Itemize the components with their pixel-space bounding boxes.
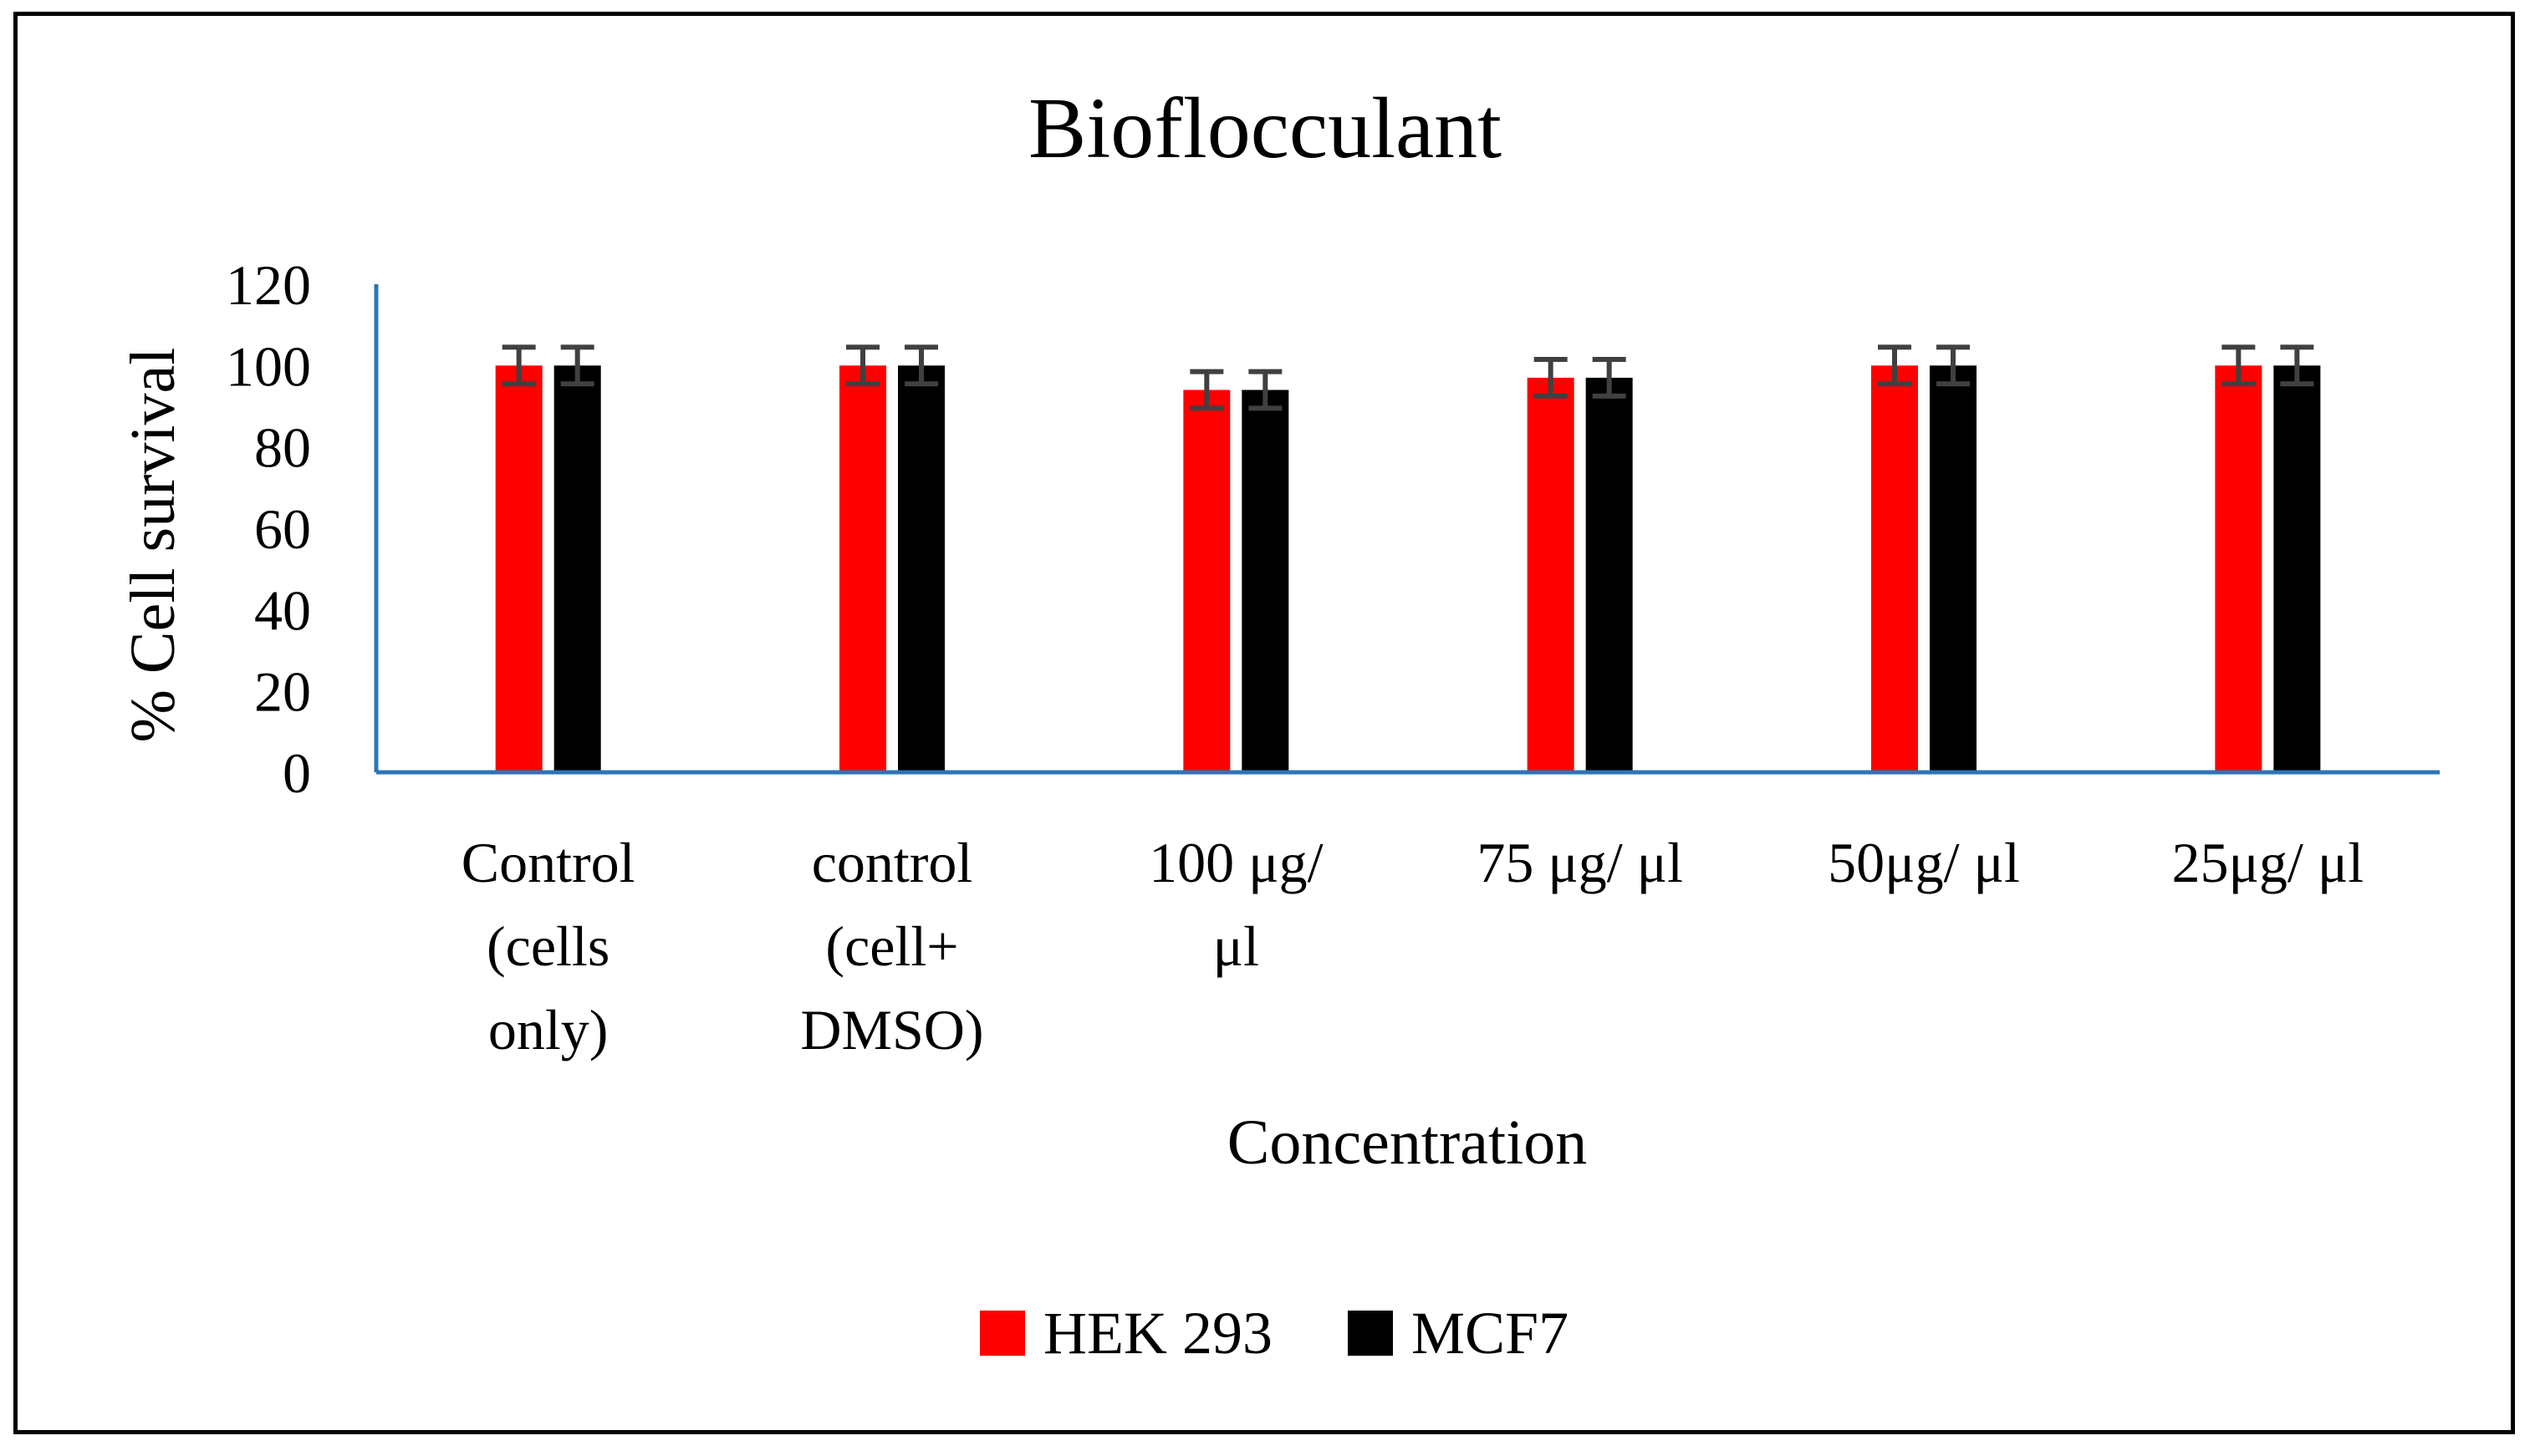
x-tick-label-line: 75 μg/ μl	[1477, 831, 1683, 894]
legend: HEK 293 MCF7	[980, 1300, 1568, 1367]
x-tick-label-line: only)	[488, 998, 609, 1061]
x-tick-label-line: 50μg/ μl	[1828, 831, 2020, 894]
bar-mcf7	[553, 365, 601, 772]
bar-mcf7	[2273, 365, 2321, 772]
x-tick-label-line: (cells	[487, 914, 610, 978]
x-tick-labels: Control (cells only) control (cell+ DMSO) 100 …	[462, 831, 2364, 1061]
y-tick-label: 60	[254, 497, 311, 561]
x-tick-label: 25μg/ μl	[2171, 831, 2364, 894]
error-bar	[1592, 357, 1626, 399]
bar-mcf7	[898, 365, 945, 772]
x-tick-label: Control (cells only)	[462, 831, 635, 1061]
error-bars	[502, 344, 2314, 411]
y-axis-label: % Cell survival	[118, 348, 188, 743]
x-tick-label-line: DMSO)	[800, 998, 983, 1061]
error-bar	[502, 344, 536, 387]
x-tick-label: 50μg/ μl	[1828, 831, 2020, 894]
y-tick-label: 80	[254, 416, 311, 480]
error-bar	[1533, 357, 1568, 399]
y-tick-label: 40	[254, 578, 311, 642]
legend-item: MCF7	[1348, 1300, 1568, 1367]
y-tick-label: 100	[226, 334, 311, 398]
error-bar	[1878, 344, 1911, 387]
error-bar	[1248, 369, 1283, 411]
legend-swatch	[980, 1311, 1025, 1356]
legend-item: HEK 293	[980, 1300, 1273, 1367]
bars	[495, 365, 2321, 772]
error-bar	[846, 344, 880, 387]
error-bar	[560, 344, 594, 387]
bar-mcf7	[1585, 377, 1633, 772]
chart-title: Bioflocculant	[1028, 80, 1502, 176]
bar-hek-293	[2215, 365, 2262, 772]
error-bar	[2221, 344, 2256, 387]
bar-hek-293	[495, 365, 543, 772]
y-tick-labels: 0 20 40 60 80 100 120	[226, 253, 311, 805]
y-tick-label: 0	[283, 741, 311, 805]
x-tick-label-line: control	[812, 831, 973, 894]
legend-label: MCF7	[1411, 1300, 1568, 1367]
error-bar	[905, 344, 938, 387]
bar-mcf7	[1930, 365, 1977, 772]
bar-hek-293	[1871, 365, 1918, 772]
bar-hek-293	[1527, 377, 1574, 772]
y-tick-label: 120	[226, 253, 311, 317]
bar-mcf7	[1242, 389, 1289, 772]
x-axis-label: Concentration	[1227, 1107, 1588, 1178]
error-bar	[1936, 344, 1970, 387]
x-tick-label: 100 μg/μl	[1149, 831, 1323, 978]
legend-swatch	[1348, 1311, 1393, 1356]
error-bar	[2280, 344, 2314, 387]
x-tick-label-line: (cell+	[825, 914, 958, 978]
y-tick-label: 20	[254, 660, 311, 724]
x-tick-label-line: 100 μg/	[1149, 831, 1323, 894]
x-tick-label-line: μl	[1213, 914, 1259, 978]
error-bar	[1190, 369, 1224, 411]
x-tick-label-line: 25μg/ μl	[2171, 831, 2364, 894]
bar-hek-293	[839, 365, 886, 772]
x-tick-label-line: Control	[462, 831, 635, 894]
legend-label: HEK 293	[1043, 1300, 1273, 1367]
x-tick-label: 75 μg/ μl	[1477, 831, 1683, 894]
bar-hek-293	[1183, 389, 1231, 772]
x-tick-label: control (cell+ DMSO)	[800, 831, 983, 1061]
